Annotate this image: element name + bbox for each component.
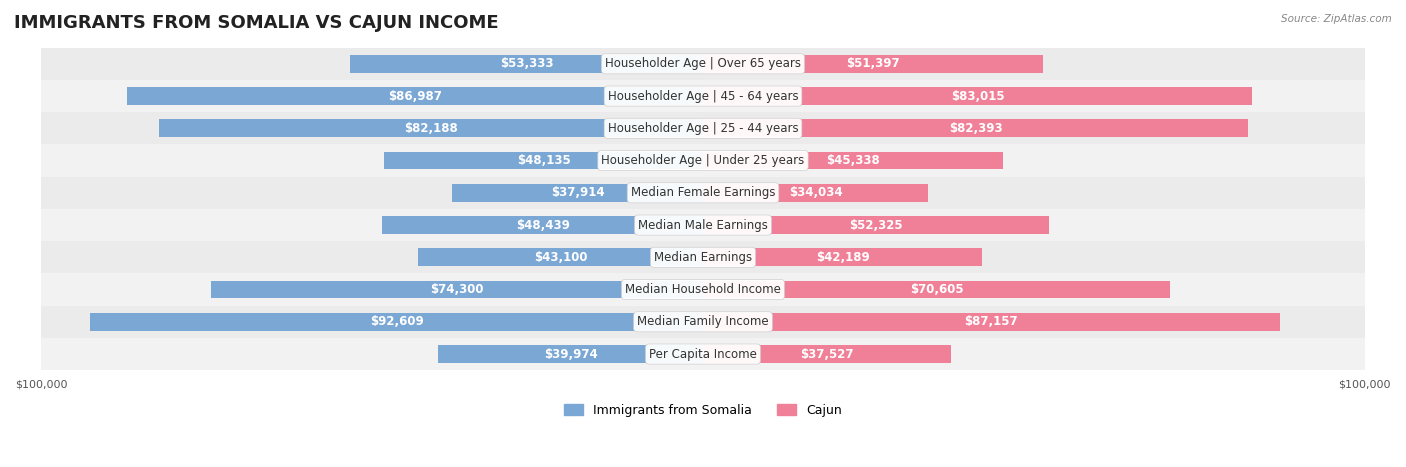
FancyBboxPatch shape [41, 144, 1365, 177]
Text: $70,605: $70,605 [910, 283, 963, 296]
Text: $86,987: $86,987 [388, 90, 441, 103]
Text: Median Earnings: Median Earnings [654, 251, 752, 264]
Text: Median Male Earnings: Median Male Earnings [638, 219, 768, 232]
Text: Householder Age | Over 65 years: Householder Age | Over 65 years [605, 57, 801, 71]
Bar [350, 55, 703, 73]
FancyBboxPatch shape [41, 306, 1365, 338]
Bar [703, 120, 1249, 137]
Text: $42,189: $42,189 [815, 251, 869, 264]
Text: $43,100: $43,100 [534, 251, 588, 264]
Bar [382, 216, 703, 234]
Bar [703, 313, 1279, 331]
FancyBboxPatch shape [41, 177, 1365, 209]
Text: Source: ZipAtlas.com: Source: ZipAtlas.com [1281, 14, 1392, 24]
Text: $48,439: $48,439 [516, 219, 569, 232]
Text: $37,527: $37,527 [800, 347, 853, 361]
FancyBboxPatch shape [41, 80, 1365, 112]
Text: $34,034: $34,034 [789, 186, 842, 199]
FancyBboxPatch shape [41, 209, 1365, 241]
Text: $37,914: $37,914 [551, 186, 605, 199]
Legend: Immigrants from Somalia, Cajun: Immigrants from Somalia, Cajun [560, 399, 846, 422]
Text: $39,974: $39,974 [544, 347, 598, 361]
FancyBboxPatch shape [41, 338, 1365, 370]
Text: $87,157: $87,157 [965, 315, 1018, 328]
Text: $82,393: $82,393 [949, 122, 1002, 135]
Bar [384, 152, 703, 170]
Text: Per Capita Income: Per Capita Income [650, 347, 756, 361]
Bar [703, 216, 1049, 234]
Text: $51,397: $51,397 [846, 57, 900, 71]
Bar [703, 152, 1002, 170]
Bar [703, 281, 1170, 298]
Text: $53,333: $53,333 [499, 57, 554, 71]
Bar [703, 184, 928, 202]
Text: $92,609: $92,609 [370, 315, 423, 328]
Bar [211, 281, 703, 298]
Bar [439, 345, 703, 363]
Text: Median Family Income: Median Family Income [637, 315, 769, 328]
Text: $74,300: $74,300 [430, 283, 484, 296]
Text: $52,325: $52,325 [849, 219, 903, 232]
Text: Householder Age | 25 - 44 years: Householder Age | 25 - 44 years [607, 122, 799, 135]
FancyBboxPatch shape [41, 48, 1365, 80]
Bar [453, 184, 703, 202]
FancyBboxPatch shape [41, 241, 1365, 274]
Bar [703, 55, 1043, 73]
Bar [703, 87, 1253, 105]
Text: Median Household Income: Median Household Income [626, 283, 780, 296]
Bar [703, 345, 952, 363]
FancyBboxPatch shape [41, 112, 1365, 144]
Text: Median Female Earnings: Median Female Earnings [631, 186, 775, 199]
Bar [159, 120, 703, 137]
Text: $45,338: $45,338 [827, 154, 880, 167]
Text: Householder Age | Under 25 years: Householder Age | Under 25 years [602, 154, 804, 167]
Text: Householder Age | 45 - 64 years: Householder Age | 45 - 64 years [607, 90, 799, 103]
FancyBboxPatch shape [41, 274, 1365, 306]
Bar [128, 87, 703, 105]
Bar [90, 313, 703, 331]
Text: $83,015: $83,015 [950, 90, 1004, 103]
Bar [703, 248, 983, 266]
Text: $48,135: $48,135 [517, 154, 571, 167]
Bar [418, 248, 703, 266]
Text: IMMIGRANTS FROM SOMALIA VS CAJUN INCOME: IMMIGRANTS FROM SOMALIA VS CAJUN INCOME [14, 14, 499, 32]
Text: $82,188: $82,188 [404, 122, 458, 135]
